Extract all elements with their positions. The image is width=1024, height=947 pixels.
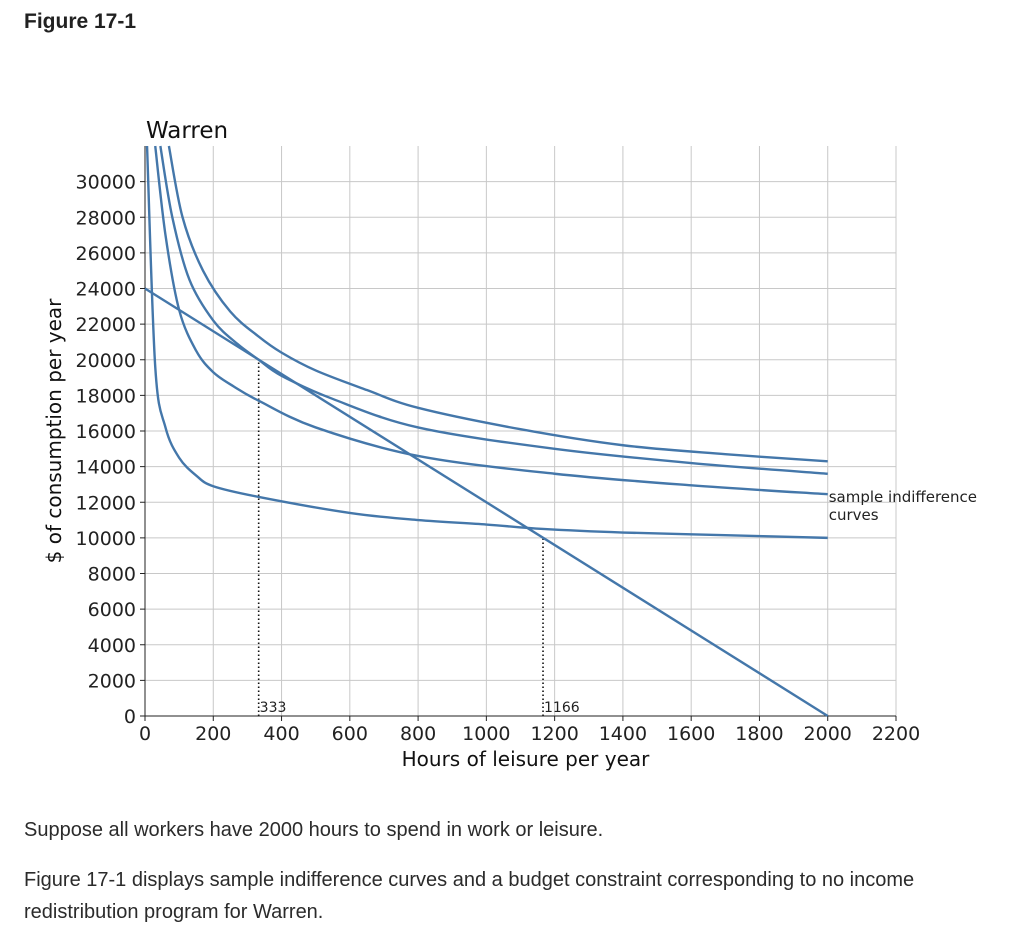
y-tick-label: 28000 [76,207,136,229]
y-tick-label: 24000 [76,279,136,301]
x-tick-label: 1600 [667,723,715,745]
y-tick-label: 2000 [88,670,136,692]
chart: 0 200 400 600 800 1000 1200 1400 1600 1800 2000 220… [42,118,977,771]
figure-label: Figure 17-1 [24,10,137,33]
x-tick-label: 1200 [530,723,578,745]
indifference-curve [145,145,828,540]
x-axis-label: Hours of leisure per year [402,747,651,771]
y-tick-label: 20000 [76,350,136,372]
guide-line-label: 333 [260,700,287,716]
y-tick-label: 12000 [76,492,136,514]
x-tick-label: 400 [263,723,299,745]
y-tick-label: 30000 [76,172,136,194]
indifference-curve [159,145,828,475]
chart-series [144,145,829,718]
indifference-curve [167,145,828,463]
paragraph-1: Suppose all workers have 2000 hours to s… [24,819,604,841]
x-tick-label: 2000 [804,723,852,745]
x-tick-label: 600 [332,723,368,745]
chart-axes: 0 200 400 600 800 1000 1200 1400 1600 1800 2000 220… [76,146,920,745]
chart-labels: 333 1166 Warren Hours of leisure per year $ … [42,118,977,771]
paragraph-2: Figure 17-1 displays sample indifference… [24,869,915,923]
y-tick-label: 18000 [76,385,136,407]
y-tick-label: 22000 [76,314,136,336]
x-tick-label: 1400 [599,723,647,745]
y-tick-label: 10000 [76,528,136,550]
x-tick-label: 1800 [735,723,783,745]
chart-grid [145,146,897,716]
annotation-text: sample indifference [829,488,977,506]
x-tick-label: 800 [400,723,436,745]
x-tick-label: 1000 [462,723,510,745]
y-tick-label: 4000 [88,635,136,657]
x-tick-label: 0 [139,723,151,745]
y-tick-label: 6000 [88,599,136,621]
guide-line-label: 1166 [544,700,580,716]
y-tick-label: 16000 [76,421,136,443]
indifference-curve [154,145,828,496]
budget-constraint-line [144,287,829,718]
annotation-text: curves [829,506,879,524]
x-tick-label: 200 [195,723,231,745]
y-tick-label: 8000 [88,564,136,586]
y-axis-label: $ of consumption per year [42,298,66,564]
y-tick-label: 14000 [76,457,136,479]
y-tick-label: 0 [124,706,136,728]
x-tick-label: 2200 [872,723,920,745]
chart-title: Warren [146,118,228,144]
y-tick-label: 26000 [76,243,136,265]
